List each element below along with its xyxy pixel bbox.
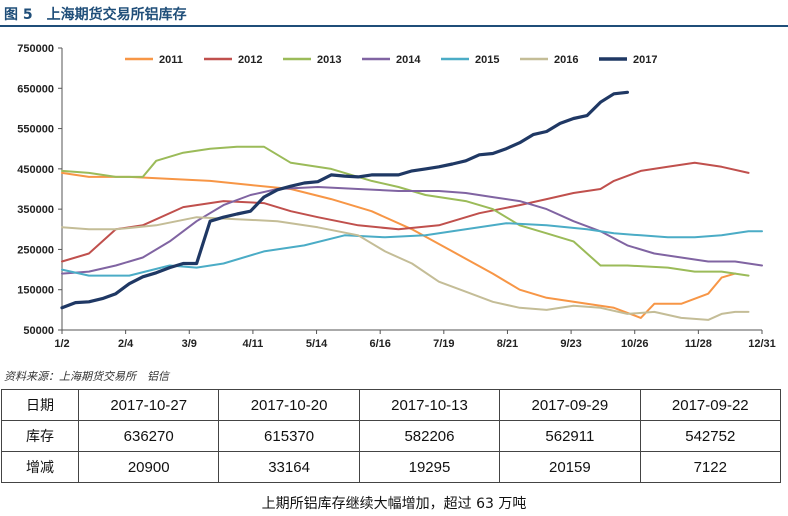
series-layer bbox=[60, 90, 763, 321]
x-tick-label: 1/2 bbox=[54, 338, 69, 350]
row-header: 日期 bbox=[1, 389, 79, 421]
table-row: 日期 2017-10-27 2017-10-20 2017-10-13 2017-09-… bbox=[1, 389, 782, 421]
line-chart: 50000 150000 250000 350000 450000 550000 65000… bbox=[17, 43, 776, 350]
table-cell: 7122 bbox=[639, 451, 782, 483]
table-cell: 2017-10-20 bbox=[218, 389, 360, 421]
x-tick-label: 6/16 bbox=[369, 338, 390, 350]
x-tick-label: 2/4 bbox=[118, 338, 134, 350]
x-tick-label: 11/28 bbox=[685, 338, 712, 350]
y-tick-label: 350000 bbox=[17, 204, 54, 216]
x-tick-label: 10/26 bbox=[621, 338, 649, 350]
legend-label-2015: 2015 bbox=[475, 54, 499, 66]
table-cell: 636270 bbox=[77, 420, 220, 452]
series-line-2015 bbox=[61, 222, 763, 277]
x-tick-label: 7/19 bbox=[433, 338, 454, 350]
legend-label-2016: 2016 bbox=[554, 54, 578, 66]
table-cell: 2017-09-22 bbox=[639, 389, 782, 421]
row-header: 增减 bbox=[1, 451, 79, 483]
row-header: 库存 bbox=[1, 420, 79, 452]
y-tick-label: 550000 bbox=[17, 124, 54, 136]
caption: 上期所铝库存继续大幅增加，超过 63 万吨 bbox=[261, 496, 527, 512]
series-line-2017 bbox=[60, 90, 630, 310]
table-cell: 562911 bbox=[499, 420, 641, 452]
series-line-2014 bbox=[61, 186, 763, 275]
table-cell: 2017-09-29 bbox=[499, 389, 641, 421]
table-cell: 542752 bbox=[639, 420, 782, 452]
legend-label-2011: 2011 bbox=[159, 54, 183, 66]
table-row: 库存 636270 615370 582206 562911 542752 bbox=[1, 420, 782, 452]
x-tick-label: 8/21 bbox=[497, 338, 518, 350]
legend-label-2014: 2014 bbox=[396, 54, 421, 66]
y-tick-label: 50000 bbox=[23, 325, 54, 337]
table-cell: 2017-10-13 bbox=[358, 389, 501, 421]
y-tick-label: 750000 bbox=[17, 43, 54, 55]
series-line-2013 bbox=[61, 145, 750, 277]
series-line-2016 bbox=[61, 216, 750, 321]
x-tick-label: 4/11 bbox=[243, 338, 264, 350]
title-rule bbox=[0, 25, 788, 27]
y-axis: 50000 150000 250000 350000 450000 550000 65000… bbox=[17, 43, 63, 337]
inventory-table: 日期 2017-10-27 2017-10-20 2017-10-13 2017-09-… bbox=[1, 389, 782, 483]
legend-label-2012: 2012 bbox=[238, 54, 262, 66]
x-tick-label: 3/9 bbox=[182, 338, 197, 350]
y-tick-label: 250000 bbox=[17, 244, 54, 256]
x-tick-label: 9/23 bbox=[560, 338, 581, 350]
legend-label-2017: 2017 bbox=[633, 54, 657, 66]
y-tick-label: 450000 bbox=[17, 164, 54, 176]
x-tick-label: 5/14 bbox=[306, 338, 328, 350]
legend-label-2013: 2013 bbox=[317, 54, 341, 66]
x-tick-label: 12/31 bbox=[748, 338, 776, 350]
source-note: 资料来源：上海期货交易所 铝信 bbox=[4, 370, 169, 383]
figure-title: 图 5 上海期货交易所铝库存 bbox=[4, 7, 187, 23]
table-row: 增减 20900 33164 19295 20159 7122 bbox=[1, 451, 782, 483]
table-cell: 20159 bbox=[499, 451, 641, 483]
series-line-2012 bbox=[61, 161, 750, 263]
legend: 2011 2012 2013 2014 2015 2016 2017 bbox=[125, 54, 657, 66]
table-cell: 19295 bbox=[358, 451, 501, 483]
y-tick-label: 650000 bbox=[17, 83, 54, 95]
y-tick-label: 150000 bbox=[17, 285, 54, 297]
table-cell: 582206 bbox=[358, 420, 501, 452]
table-cell: 615370 bbox=[218, 420, 360, 452]
series-line-2011 bbox=[61, 171, 737, 319]
x-axis: 1/2 2/4 3/9 4/11 5/14 6/16 7/19 8/21 9/23 10/26 11… bbox=[54, 329, 776, 350]
table-cell: 2017-10-27 bbox=[77, 389, 220, 421]
table-cell: 20900 bbox=[77, 451, 220, 483]
table-cell: 33164 bbox=[218, 451, 360, 483]
